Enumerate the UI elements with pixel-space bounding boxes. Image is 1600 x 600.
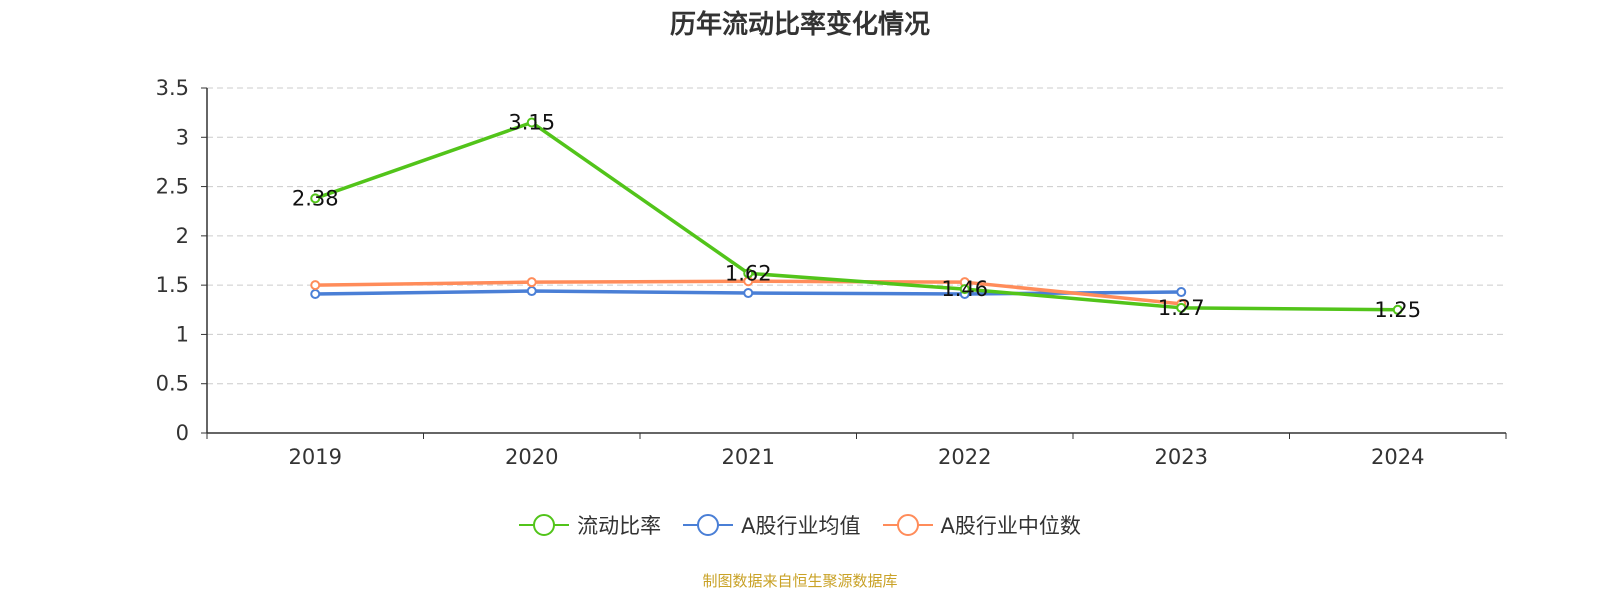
data-point [743, 268, 754, 279]
data-point [526, 286, 537, 297]
y-tick-label: 1.5 [156, 273, 189, 297]
y-tick-label: 0 [176, 421, 189, 445]
data-source: 制图数据来自恒生聚源数据库 [702, 572, 898, 590]
x-tick-label: 2020 [505, 445, 558, 469]
legend-marker-icon [519, 514, 570, 536]
x-tick-label: 2022 [938, 445, 991, 469]
legend: 流动比率 A股行业均值 A股行业中位数 [0, 510, 1600, 540]
series-line [314, 120, 1398, 312]
y-tick-label: 3.5 [156, 76, 189, 100]
data-point [310, 289, 321, 300]
y-tick-label: 1 [176, 322, 189, 346]
data-point [959, 284, 970, 295]
data-point [310, 280, 321, 291]
data-label: 1.62 [725, 261, 772, 285]
legend-label: A股行业中位数 [940, 514, 1081, 538]
data-label: 1.46 [941, 277, 988, 301]
data-label: 2.38 [292, 186, 339, 210]
data-label: 1.27 [1158, 296, 1205, 320]
x-tick-label: 2023 [1155, 445, 1208, 469]
x-tick-label: 2019 [289, 445, 342, 469]
data-point [1392, 304, 1403, 315]
data-point [1176, 287, 1187, 298]
data-point [1176, 302, 1187, 313]
legend-marker-icon [683, 514, 734, 536]
legend-item-current-ratio[interactable]: 流动比率 [519, 510, 661, 540]
chart-title: 历年流动比率变化情况 [669, 10, 930, 40]
y-tick-label: 3 [176, 125, 189, 149]
x-tick-label: 2021 [722, 445, 775, 469]
legend-label: 流动比率 [577, 514, 662, 538]
y-tick-label: 2 [176, 224, 189, 248]
data-label: 1.25 [1374, 298, 1421, 322]
y-tick-label: 0.5 [156, 372, 189, 396]
x-tick-label: 2024 [1371, 445, 1424, 469]
legend-item-industry-median[interactable]: A股行业中位数 [882, 510, 1081, 540]
data-point [743, 288, 754, 299]
legend-item-industry-mean[interactable]: A股行业均值 [683, 510, 861, 540]
data-point [526, 117, 537, 128]
line-chart: 0 0.5 1 1.5 2 2.5 3 3.5 2019 2020 2021 2022 2023 2024… [156, 76, 1507, 469]
y-tick-label: 2.5 [156, 175, 189, 199]
data-label: 3.15 [508, 111, 555, 135]
legend-label: A股行业均值 [741, 514, 861, 538]
legend-marker-icon [882, 514, 933, 536]
data-point [526, 277, 537, 288]
data-point [310, 193, 321, 204]
